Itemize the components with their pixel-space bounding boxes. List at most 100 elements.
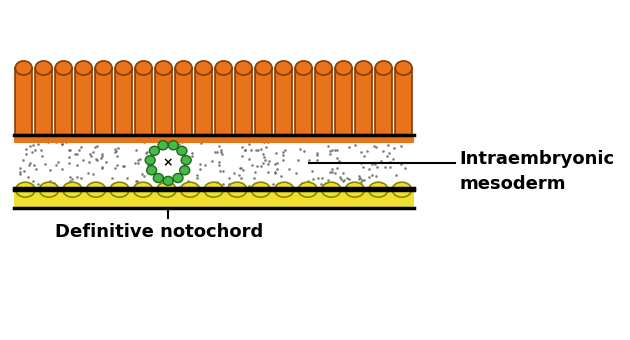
Bar [215,68,232,135]
Point [382,142,392,148]
Point [181,165,192,170]
Point [240,147,250,152]
Ellipse shape [149,146,159,155]
Bar [155,68,172,135]
Bar [315,68,332,135]
Point [270,170,280,176]
Ellipse shape [55,61,72,75]
Ellipse shape [86,182,106,197]
Point [367,172,377,177]
Point [263,139,273,145]
Point [244,183,254,188]
Point [161,170,171,175]
Ellipse shape [375,61,392,75]
Point [355,183,365,188]
Point [391,172,401,178]
Point [224,175,234,181]
Point [146,166,156,171]
Point [278,149,288,155]
Ellipse shape [181,156,191,165]
Point [187,153,197,158]
Point [110,147,120,152]
Point [161,181,171,187]
Point [106,176,117,181]
Point [146,138,156,143]
Ellipse shape [227,182,247,197]
Ellipse shape [275,61,292,75]
Point [37,153,47,158]
Bar [14,188,414,208]
Point [370,162,381,167]
Point [66,174,76,180]
Point [272,160,282,165]
Point [358,164,368,169]
Bar [15,68,32,135]
Point [118,163,129,169]
Point [64,148,74,153]
Point [362,149,372,154]
Ellipse shape [95,61,112,75]
Point [112,153,122,159]
Point [174,165,184,170]
Ellipse shape [215,61,232,75]
Point [358,154,369,159]
Text: ×: × [163,156,173,169]
Ellipse shape [15,61,32,75]
Point [323,177,333,182]
Point [187,151,197,156]
Ellipse shape [168,141,178,150]
Point [249,169,260,174]
Point [216,147,226,153]
Point [259,154,269,159]
Ellipse shape [322,182,341,197]
Point [324,169,335,175]
Point [185,182,195,187]
Point [311,152,321,158]
Point [358,178,369,183]
Point [122,175,132,181]
Point [364,174,374,180]
Point [40,162,50,167]
Point [32,166,42,171]
Point [37,148,47,153]
Point [130,147,140,153]
Point [76,144,86,150]
Bar [255,68,272,135]
Point [96,155,106,161]
Bar [195,68,212,135]
Point [23,174,33,180]
Point [155,145,165,151]
Point [27,149,37,155]
Point [181,155,191,160]
Bar [115,68,132,135]
Point [195,162,205,167]
Point [312,150,323,155]
Point [161,166,171,171]
Point [28,163,38,168]
Point [154,156,164,162]
Point [336,176,346,182]
Point [93,157,103,163]
Point [307,176,318,182]
Point [214,163,224,168]
Point [332,155,342,161]
Point [218,168,228,173]
Point [355,175,365,181]
Ellipse shape [235,61,252,75]
Point [330,170,340,176]
Bar [175,68,192,135]
Point [88,136,98,141]
Ellipse shape [255,61,272,75]
Point [171,141,181,146]
Point [304,157,314,163]
Point [378,149,388,154]
Point [224,181,234,187]
Point [30,147,40,153]
Point [268,182,278,187]
Ellipse shape [355,61,372,75]
Point [338,170,348,176]
Bar [295,68,312,135]
Point [196,140,206,146]
Point [64,160,74,166]
Point [23,163,33,168]
